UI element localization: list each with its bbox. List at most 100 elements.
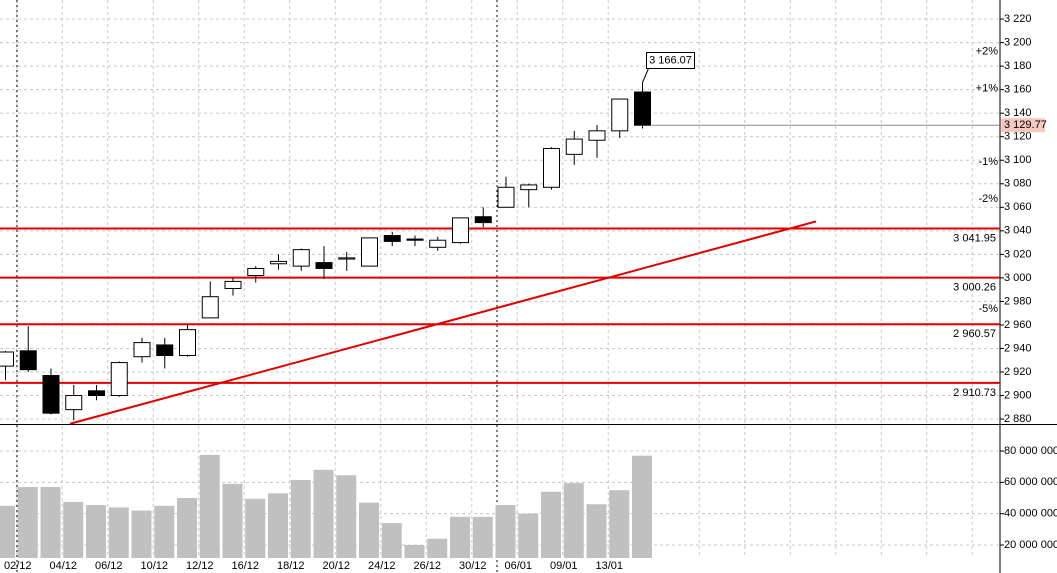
candle-body [42,375,60,414]
y-tick-label: 3 200 [1004,36,1032,48]
y-tick-label: 2 960 [1004,319,1032,331]
volume-bar [268,493,288,558]
percent-label: +1% [976,82,999,94]
candle-body [315,262,333,269]
candle-body [452,217,469,244]
label-connector [642,68,649,83]
candle-body [520,184,538,191]
percent-label: -1% [978,156,998,168]
volume-bar [154,505,175,558]
x-tick-label: 26/12 [413,560,441,572]
candle-body [19,350,37,371]
volume-bar [495,505,516,558]
x-tick-label: 09/01 [550,560,578,572]
candle-body [406,238,424,241]
candle-body [65,395,83,411]
x-tick-label: 24/12 [368,560,396,572]
candle-body [201,296,219,319]
percent-label: -5% [978,303,998,315]
volume-bar [199,454,220,558]
candle-body [383,235,401,242]
volume-bar [632,455,652,558]
candle-body [429,239,447,248]
trend-line [69,220,817,425]
percent-label: -2% [978,193,998,205]
percent-label: +2% [976,45,999,57]
volume-bar [131,510,152,558]
candle-body [361,237,378,267]
volume-bar [290,479,311,558]
volume-bar [450,516,470,558]
candle-body [338,257,356,260]
candle-body [110,362,128,397]
y-tick-label: 80 000 000 [1004,445,1057,457]
y-tick-label: 2 900 [1004,389,1032,401]
candle-body [0,351,14,367]
candle-body [179,329,196,357]
candle-body [88,390,105,397]
volume-bar [404,544,425,558]
level-label: 3 000.26 [953,281,996,293]
price-label-box [1001,118,1045,133]
volume-bar [586,504,607,558]
level-label: 3 041.95 [953,232,996,244]
value-label: 3 166.07 [649,54,692,66]
y-tick-label: 2 980 [1004,295,1032,307]
y-tick-label: 3 220 [1004,13,1032,25]
volume-bar [518,513,539,558]
volume-bar [541,491,561,558]
candle-body [247,267,265,277]
y-tick-label: 2 920 [1004,366,1032,378]
candle-body [497,186,515,208]
volume-bar [40,487,61,558]
background-layer [0,0,1000,558]
volume-bar [222,483,243,558]
x-tick-label: 12/12 [186,560,214,572]
x-tick-label: 04/12 [49,560,77,572]
volume-bar [336,475,357,558]
y-tick-label: 3 080 [1004,178,1032,190]
x-tick-label: 13/01 [595,560,623,572]
volume-bar [17,487,38,558]
price-label: 3 129.77 [1004,119,1047,131]
x-tick-label: 06/01 [504,560,532,572]
y-tick-label: 2 940 [1004,342,1032,354]
y-tick-label: 3 160 [1004,84,1032,96]
x-tick-label: 18/12 [277,560,305,572]
volume-bar [563,483,584,558]
volume-bar [359,502,379,558]
x-tick-label: 16/12 [231,560,259,572]
volume-bar [63,501,84,558]
volume-bar [313,469,334,558]
candle-body [611,98,629,132]
y-tick-label: 3 140 [1004,107,1032,119]
value-label-box [646,52,695,70]
y-tick-label: 3 020 [1004,248,1032,260]
candle-body [224,280,242,289]
candle-body [543,147,560,188]
candle-body [474,216,492,224]
x-tick-label: 20/12 [322,560,350,572]
y-tick-label: 3 000 [1004,272,1032,284]
volume-bar [108,507,129,558]
x-tick-label: 02/12 [4,560,32,572]
candle-body [588,130,606,141]
y-tick-label: 20 000 000 [1004,539,1057,551]
volume-bar [0,505,15,558]
volume-bar [245,498,266,558]
volume-bar [427,538,448,558]
x-tick-label: 06/12 [95,560,123,572]
volume-bar [177,498,197,558]
volume-bar [381,523,402,558]
y-tick-label: 3 040 [1004,225,1032,237]
y-tick-label: 3 100 [1004,154,1032,166]
candle-body [565,138,583,155]
level-label: 2 960.57 [953,328,996,340]
y-tick-label: 40 000 000 [1004,508,1057,520]
y-tick-label: 3 060 [1004,201,1032,213]
y-tick-label: 3 120 [1004,131,1032,143]
x-tick-label: 30/12 [459,560,487,572]
y-tick-label: 2 880 [1004,413,1032,425]
candle-body [292,249,310,267]
